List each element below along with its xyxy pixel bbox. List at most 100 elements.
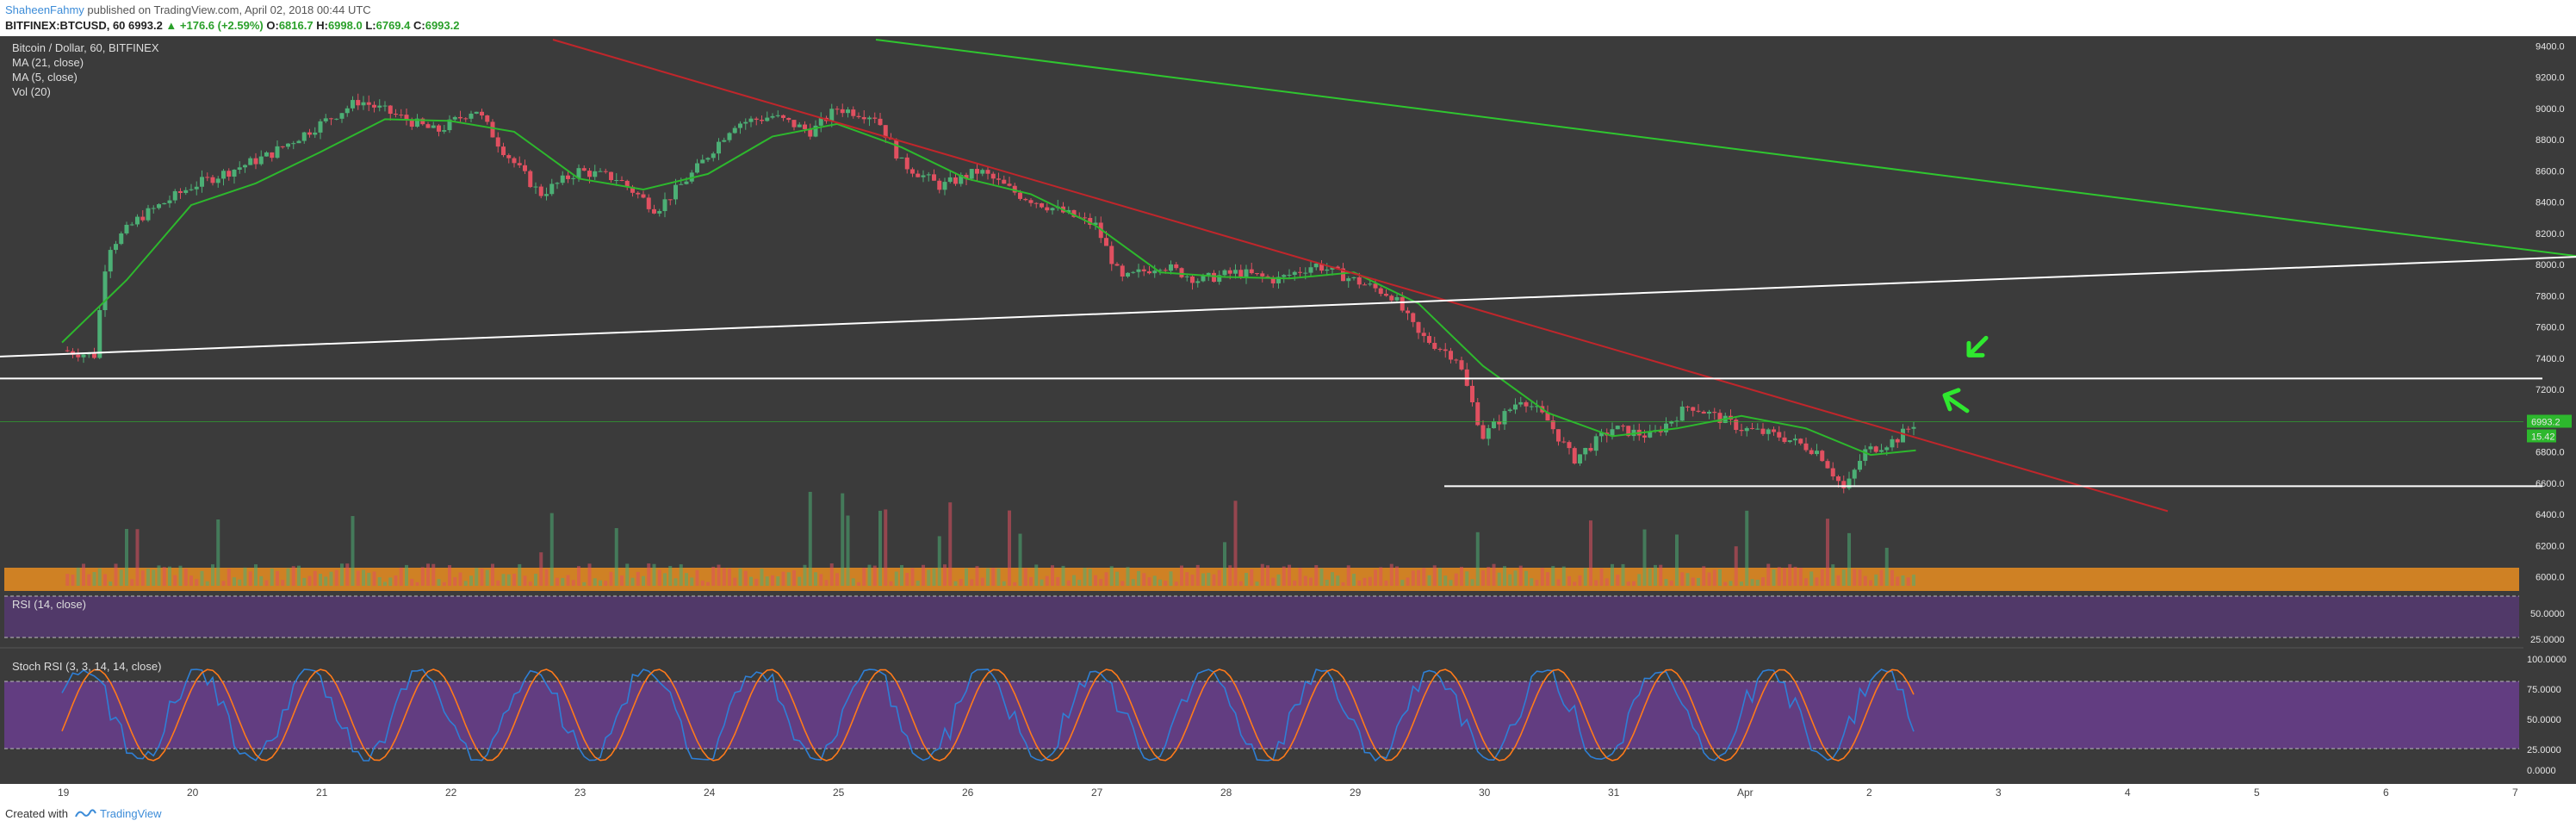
stoch-tick-label: 75.0000: [2527, 685, 2561, 695]
candle-body: [808, 128, 813, 137]
volume-bar: [458, 572, 462, 586]
stoch-tick-label: 25.0000: [2527, 745, 2561, 755]
candle-body: [409, 120, 414, 127]
candle-body: [1449, 351, 1453, 360]
candle-body: [636, 192, 641, 195]
trendline-ascending-white[interactable]: [0, 256, 2576, 358]
candle-body: [232, 169, 237, 177]
candle-body: [517, 163, 522, 165]
candle-body: [1034, 202, 1039, 204]
volume-bar: [1460, 567, 1463, 586]
candle-body: [1798, 438, 1803, 444]
green-arrow-icon: [1942, 388, 1970, 414]
candle-body: [899, 157, 904, 159]
trendline-descending-green[interactable]: [875, 39, 2576, 258]
trendline-descending-red[interactable]: [552, 39, 2169, 513]
candle-body: [1567, 442, 1572, 449]
candle-body: [1535, 406, 1539, 407]
chart-area[interactable]: Bitcoin / Dollar, 60, BITFINEX MA (21, c…: [0, 36, 2576, 801]
candle-body: [1626, 426, 1631, 437]
volume-bar: [539, 552, 543, 586]
time-tick-label: 24: [704, 787, 716, 799]
volume-bar: [1492, 563, 1496, 586]
candle-body: [296, 140, 301, 144]
volume-bar: [647, 563, 651, 586]
volume-bar: [1029, 576, 1033, 586]
candle-body: [1126, 272, 1130, 277]
candle-body: [377, 105, 382, 108]
candle-body: [1583, 447, 1588, 455]
candle-body: [108, 250, 113, 272]
candle-body: [684, 181, 689, 184]
volume-bar: [125, 529, 128, 586]
candle-body: [1470, 385, 1474, 402]
volume-bar: [1530, 578, 1534, 586]
chart-header: ShaheenFahmy published on TradingView.co…: [0, 0, 2576, 36]
volume-bar: [501, 574, 506, 586]
volume-bar: [1465, 571, 1469, 586]
volume-bar: [1783, 568, 1786, 586]
chart-svg[interactable]: Bitcoin / Dollar, 60, BITFINEX MA (21, c…: [0, 36, 2576, 784]
candle-body: [366, 102, 371, 105]
volume-bar: [377, 577, 382, 586]
volume-bar: [362, 569, 365, 586]
candle-body: [463, 118, 469, 120]
candle-body: [1018, 192, 1022, 199]
volume-bar: [1912, 575, 1915, 586]
volume-bars: [65, 491, 1915, 586]
volume-bar: [996, 568, 1001, 586]
volume-bar: [1820, 569, 1824, 586]
volume-bar: [582, 581, 587, 586]
green-arrow-icon: [1966, 335, 1989, 358]
volume-bar: [189, 575, 193, 586]
candle-body: [964, 175, 969, 179]
candle-body: [1394, 296, 1400, 301]
tradingview-brand[interactable]: TradingView: [100, 807, 162, 820]
candle-body: [1007, 183, 1012, 186]
volume-bar: [829, 563, 834, 586]
candle-body: [727, 133, 732, 140]
volume-bar: [916, 581, 920, 586]
candle-body: [813, 125, 818, 137]
author-link[interactable]: ShaheenFahmy: [5, 3, 84, 16]
volume-bar: [76, 567, 80, 586]
volume-bar: [345, 563, 350, 586]
candle-body: [1066, 209, 1071, 213]
volume-bar: [1702, 566, 1706, 586]
ma-badge: [2527, 429, 2556, 443]
candle-body: [329, 118, 333, 120]
stoch-tick-label: 50.0000: [2527, 715, 2561, 725]
volume-bar: [749, 576, 753, 586]
publish-line: ShaheenFahmy published on TradingView.co…: [5, 3, 371, 16]
volume-bar: [1718, 569, 1722, 586]
volume-bar: [599, 580, 602, 586]
stoch-band: [4, 681, 2519, 749]
candle-body: [1696, 410, 1701, 412]
volume-bar: [87, 574, 91, 586]
volume-bar: [248, 571, 252, 586]
volume-bar: [679, 564, 683, 586]
candle-body: [1815, 451, 1819, 455]
volume-bar: [1664, 579, 1668, 586]
candle-body: [1809, 450, 1814, 455]
candle-body: [1793, 438, 1797, 441]
price-tick-label: 6400.0: [2536, 510, 2565, 520]
price-tick-label: 7600.0: [2536, 323, 2565, 333]
volume-bar: [776, 576, 780, 586]
volume-bar: [1352, 574, 1356, 586]
volume-bar: [571, 580, 575, 586]
volume-bar: [975, 566, 979, 586]
legend-ma5: MA (5, close): [12, 71, 78, 84]
candle-body: [1141, 269, 1146, 271]
candle-body: [1131, 271, 1136, 273]
candle-body: [372, 104, 376, 108]
volume-bar: [356, 570, 360, 586]
volume-bar: [1540, 568, 1544, 586]
volume-bar: [528, 581, 532, 586]
volume-bar: [1427, 575, 1431, 586]
candle-body: [1863, 449, 1868, 461]
price-panel[interactable]: [0, 36, 2523, 586]
volume-bar: [1475, 532, 1480, 586]
volume-bar: [1734, 546, 1738, 586]
volume-bar: [1238, 581, 1243, 586]
